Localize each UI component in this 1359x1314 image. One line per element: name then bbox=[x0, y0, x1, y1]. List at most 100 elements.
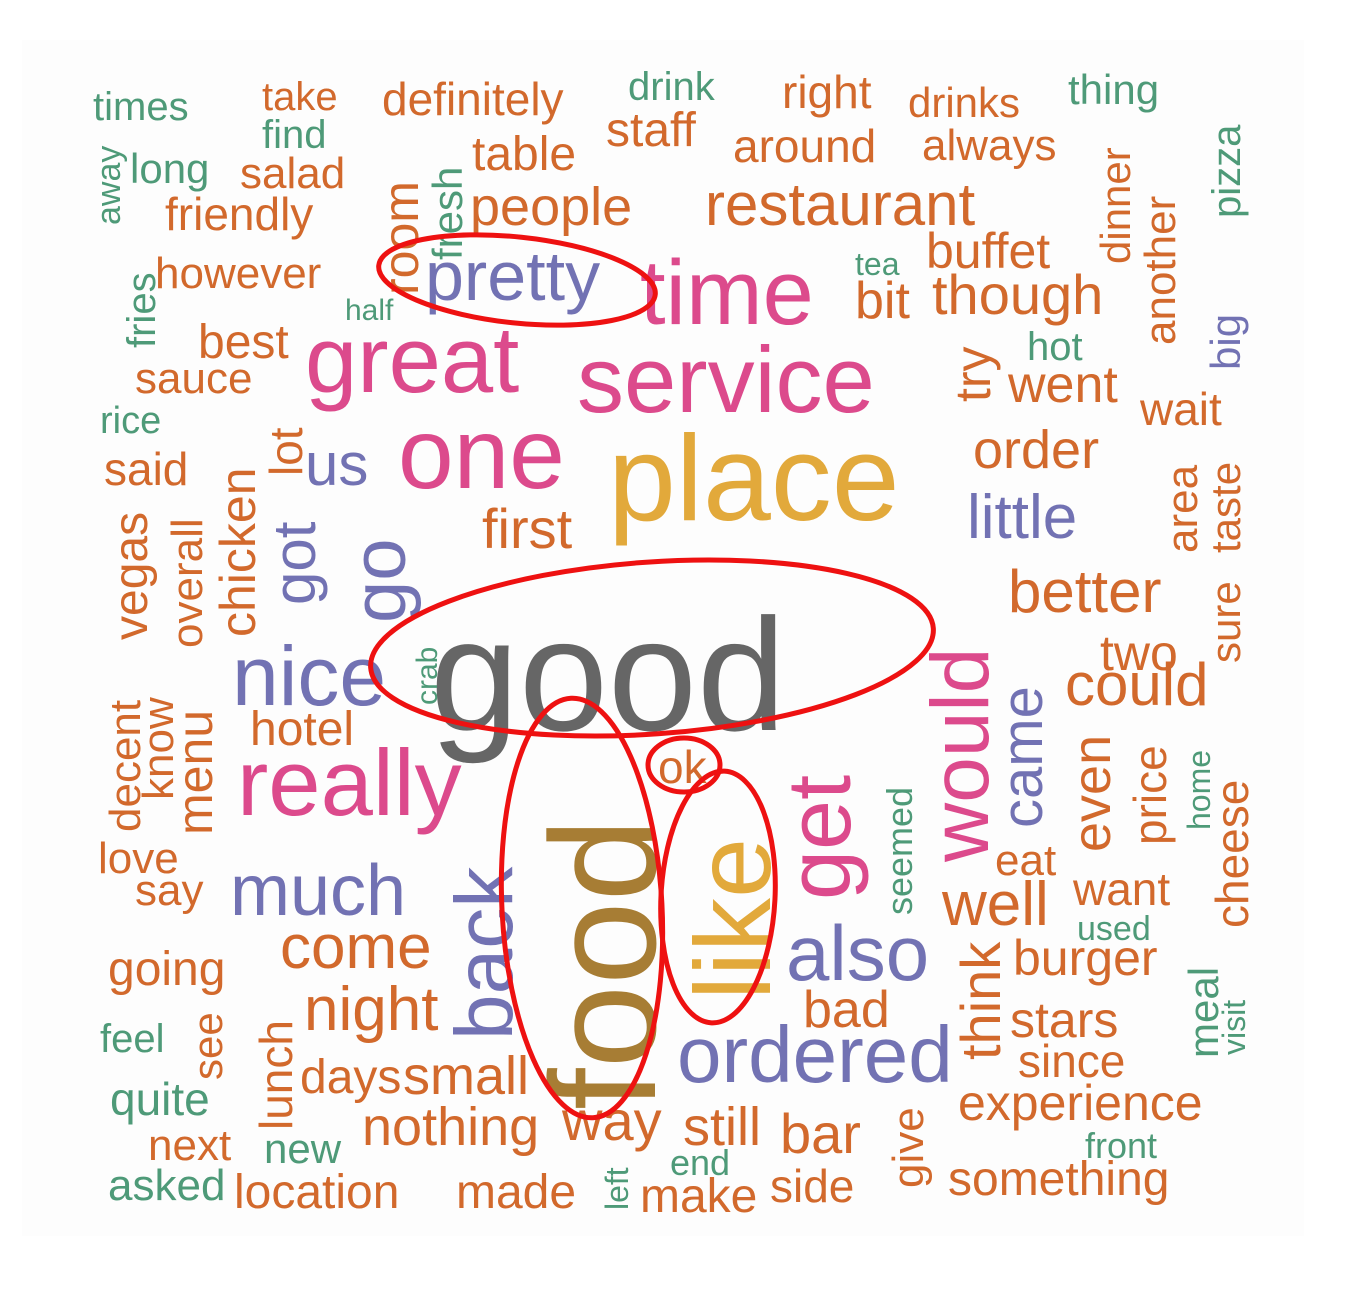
word-staff: staff bbox=[606, 104, 697, 157]
word-way: way bbox=[561, 1089, 662, 1152]
word-away: away bbox=[90, 146, 128, 225]
word-still: still bbox=[683, 1097, 761, 1157]
word-really: really bbox=[237, 730, 462, 835]
word-taste: taste bbox=[1202, 462, 1249, 553]
word-visit: visit bbox=[1216, 1000, 1252, 1055]
word-price: price bbox=[1124, 745, 1176, 845]
word-side: side bbox=[770, 1160, 854, 1212]
word-another: another bbox=[1136, 196, 1185, 345]
word-dinner: dinner bbox=[1092, 147, 1139, 264]
word-half: half bbox=[345, 294, 394, 327]
word-small: small bbox=[403, 1046, 529, 1106]
word-seemed: seemed bbox=[879, 787, 920, 915]
word-well: well bbox=[941, 870, 1049, 939]
word-fresh: fresh bbox=[424, 167, 471, 260]
word-know: know bbox=[134, 697, 183, 800]
word-cheese: cheese bbox=[1206, 780, 1258, 928]
word-definitely: definitely bbox=[382, 73, 564, 125]
word-chicken: chicken bbox=[210, 467, 266, 637]
word-friendly: friendly bbox=[165, 188, 313, 240]
word-service: service bbox=[577, 327, 875, 432]
word-get: get bbox=[770, 775, 870, 900]
word-two: two bbox=[1100, 625, 1178, 681]
word-people: people bbox=[470, 177, 632, 237]
word-pretty: pretty bbox=[425, 237, 600, 315]
word-would: would bbox=[915, 648, 1006, 863]
word-night: night bbox=[304, 975, 438, 1044]
word-tea: tea bbox=[855, 246, 900, 282]
word-pizza: pizza bbox=[1205, 124, 1249, 218]
word-salad: salad bbox=[240, 149, 345, 198]
word-restaurant: restaurant bbox=[705, 171, 975, 238]
word-fries: fries bbox=[120, 272, 164, 348]
word-sauce: sauce bbox=[135, 354, 252, 403]
word-wait: wait bbox=[1139, 383, 1222, 435]
word-place: place bbox=[608, 410, 900, 546]
word-going: going bbox=[108, 943, 225, 996]
highlight-ellipse-ok bbox=[645, 735, 723, 795]
word-time: time bbox=[640, 242, 814, 344]
cloud-background bbox=[22, 40, 1304, 1236]
words-layer: times take definitely drink right drinks thing… bbox=[90, 65, 1258, 1223]
word-buffet: buffet bbox=[926, 223, 1050, 279]
word-location: location bbox=[234, 1166, 399, 1219]
word-want: want bbox=[1072, 863, 1170, 915]
word-area: area bbox=[1158, 464, 1207, 553]
word-take: take bbox=[262, 75, 338, 119]
word-asked: asked bbox=[108, 1161, 225, 1210]
word-times: times bbox=[93, 85, 189, 129]
word-home: home bbox=[1181, 750, 1217, 830]
word-thing: thing bbox=[1068, 66, 1159, 113]
highlight-ellipse-good bbox=[368, 557, 936, 739]
word-hotel: hotel bbox=[250, 703, 354, 756]
word-even: even bbox=[1062, 735, 1122, 852]
word-experience: experience bbox=[958, 1075, 1203, 1131]
highlight-ellipse-like bbox=[658, 768, 778, 1026]
word-try: try bbox=[945, 346, 1001, 402]
word-always: always bbox=[922, 121, 1057, 170]
word-around: around bbox=[733, 120, 876, 172]
word-menu: menu bbox=[167, 710, 223, 835]
word-make: make bbox=[640, 1170, 757, 1223]
word-ordered: ordered bbox=[677, 1010, 953, 1099]
word-days: days bbox=[300, 1051, 401, 1104]
word-much: much bbox=[230, 851, 406, 931]
highlight-ellipse-pretty bbox=[376, 232, 658, 328]
word-little: little bbox=[967, 483, 1077, 552]
word-table: table bbox=[472, 128, 576, 181]
word-got: got bbox=[261, 521, 328, 605]
word-quite: quite bbox=[110, 1073, 210, 1125]
word-love: love bbox=[98, 834, 179, 883]
word-great: great bbox=[305, 307, 519, 412]
word-decent: decent bbox=[101, 700, 150, 832]
word-hot: hot bbox=[1027, 325, 1083, 369]
word-bar: bar bbox=[780, 1102, 861, 1165]
highlight-layer bbox=[368, 232, 936, 1121]
word-overall: overall bbox=[163, 518, 212, 648]
word-though: though bbox=[932, 263, 1103, 326]
word-drinks: drinks bbox=[908, 79, 1020, 126]
word-nothing: nothing bbox=[362, 1097, 539, 1157]
word-made: made bbox=[456, 1166, 576, 1219]
word-burger: burger bbox=[1013, 930, 1158, 986]
word-think: think bbox=[949, 941, 1012, 1060]
word-drink: drink bbox=[628, 65, 716, 109]
word-also: also bbox=[786, 909, 929, 997]
word-go: go bbox=[337, 538, 422, 623]
word-feel: feel bbox=[100, 1017, 165, 1061]
word-one: one bbox=[398, 398, 565, 510]
word-however: however bbox=[155, 249, 321, 298]
word-sure: sure bbox=[1202, 581, 1249, 663]
word-big: big bbox=[1202, 314, 1249, 370]
word-come: come bbox=[280, 913, 432, 982]
word-best: best bbox=[198, 316, 289, 369]
word-ok: ok bbox=[658, 741, 708, 793]
word-bad: bad bbox=[803, 981, 890, 1039]
word-left: left bbox=[599, 1167, 635, 1210]
word-eat: eat bbox=[995, 836, 1056, 885]
word-give: give bbox=[884, 1107, 933, 1188]
word-came: came bbox=[990, 686, 1055, 828]
word-end: end bbox=[670, 1142, 730, 1183]
word-new: new bbox=[264, 1125, 342, 1172]
